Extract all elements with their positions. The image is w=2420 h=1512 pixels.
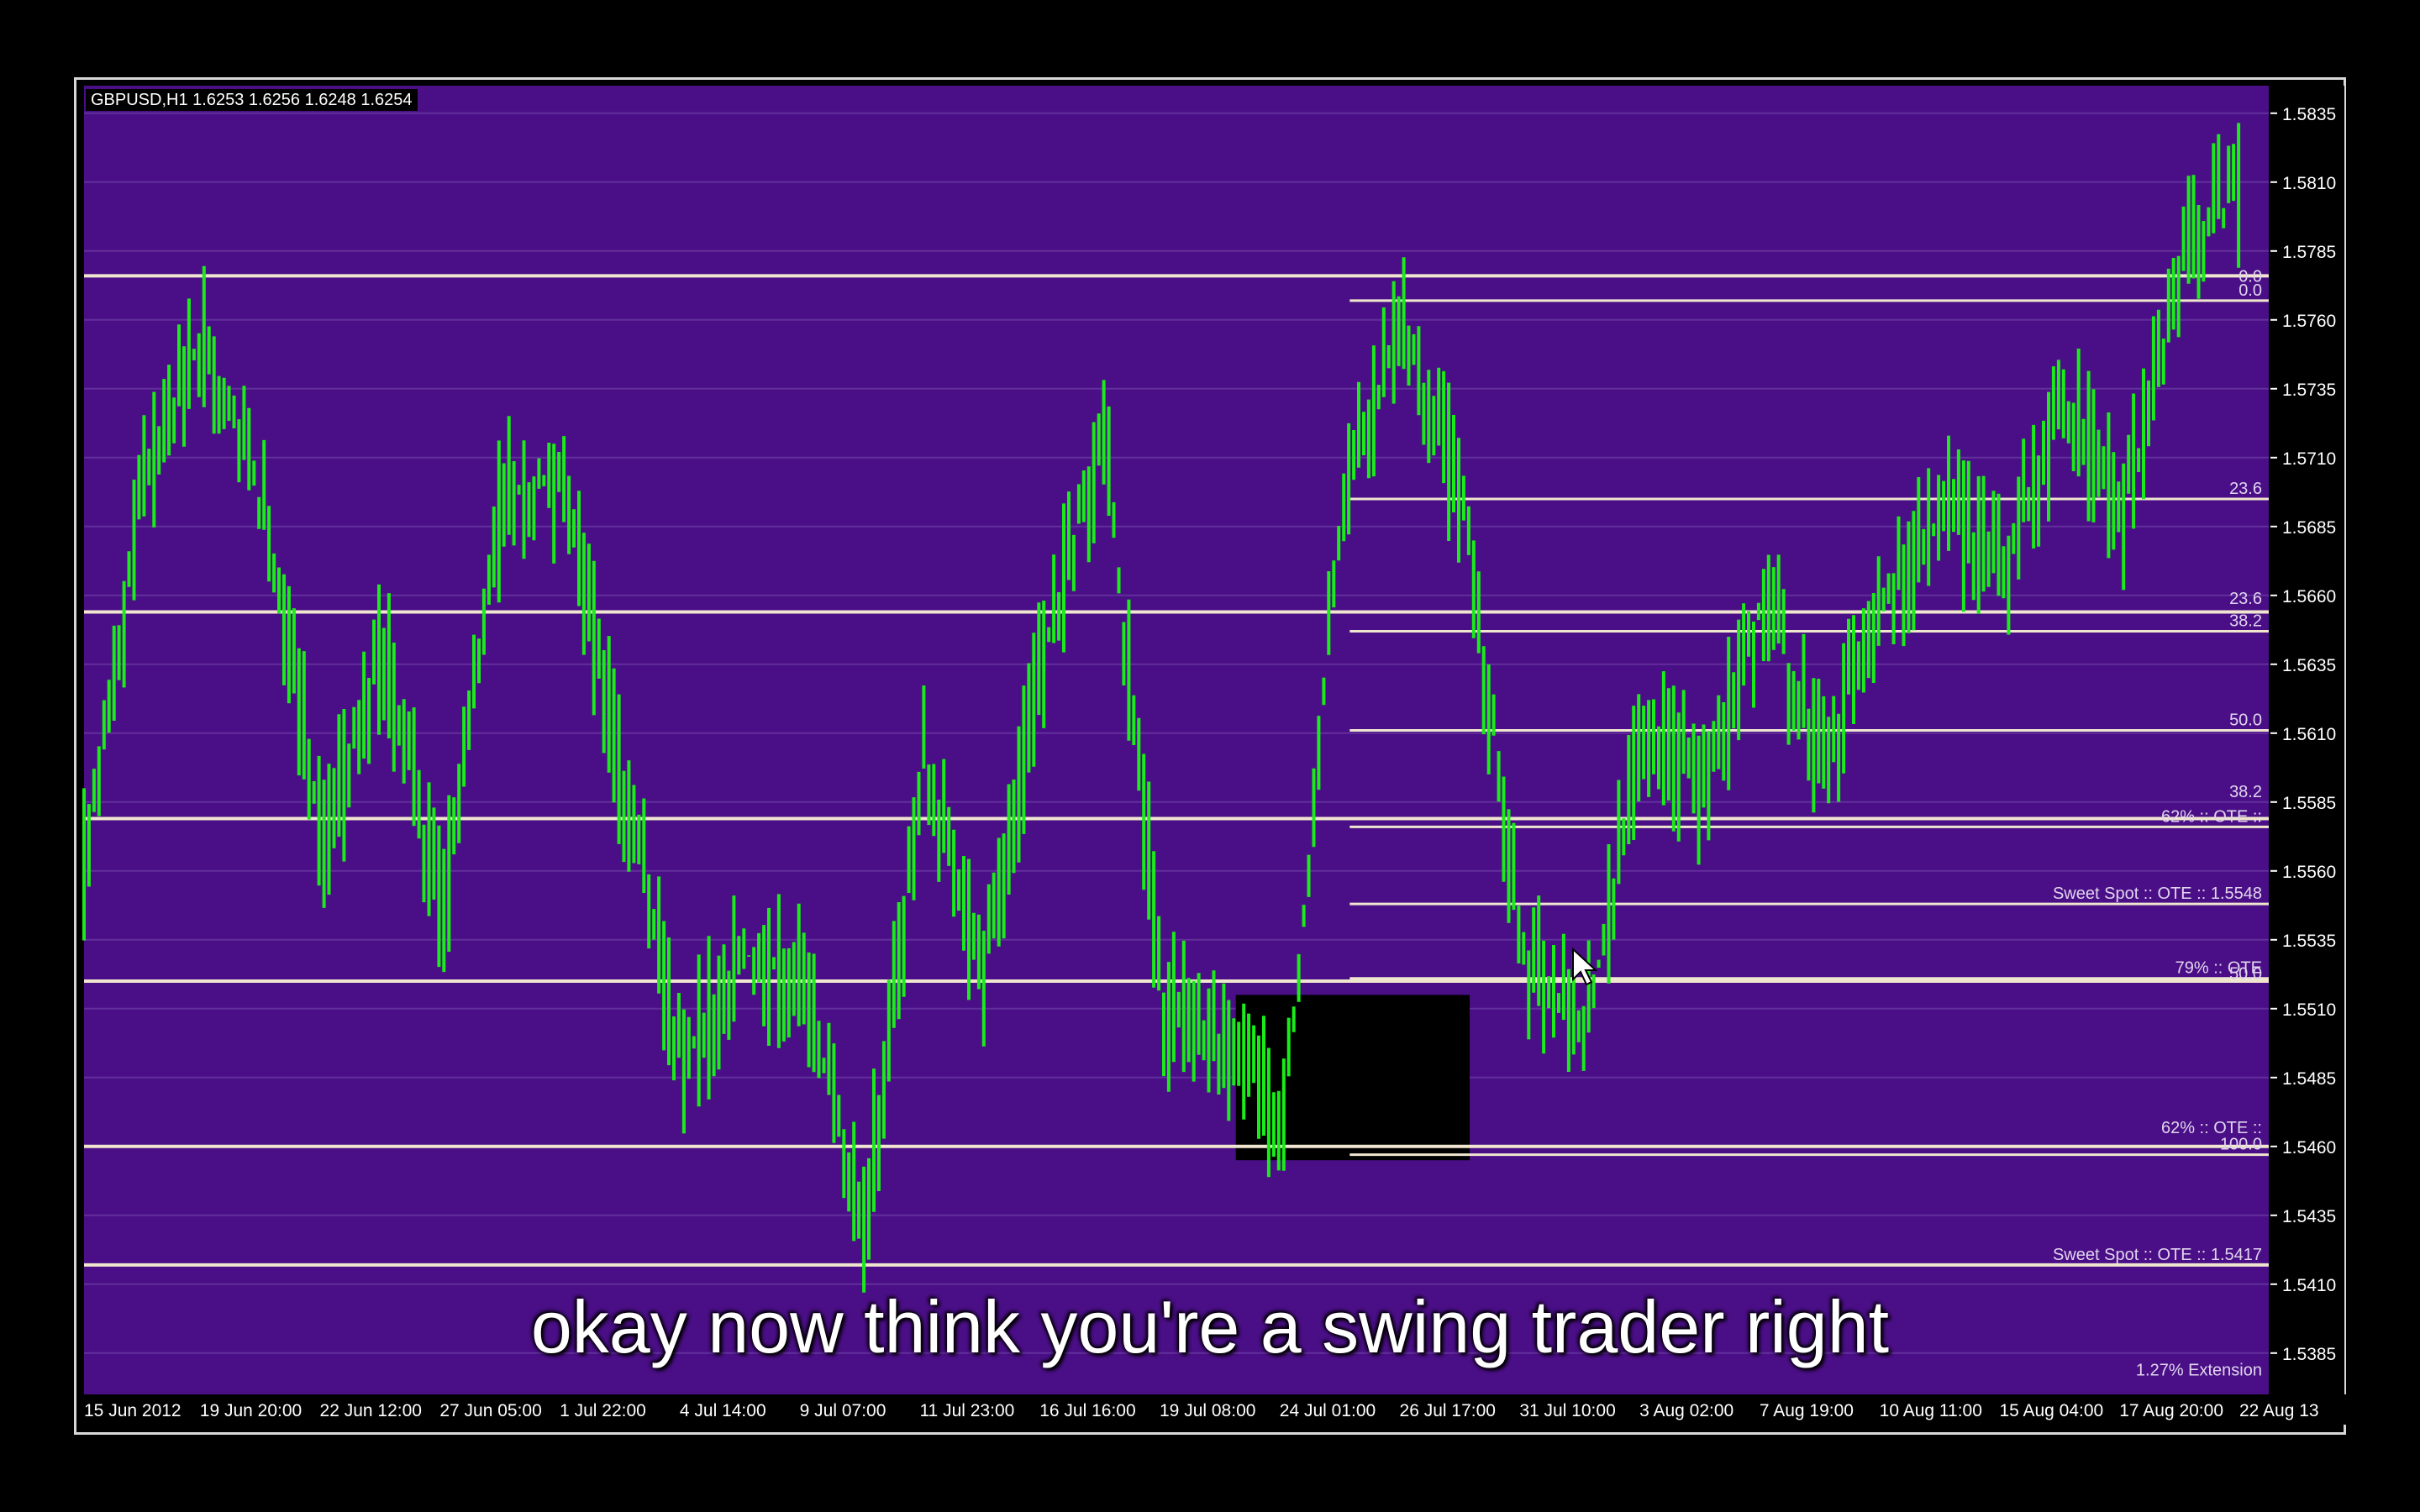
price-tick-label: 1.5385 — [2282, 1345, 2336, 1364]
time-tick-label: 22 Jun 12:00 — [320, 1401, 422, 1420]
price-axis — [2270, 86, 2344, 1394]
level-side-label: 38.2 — [2229, 783, 2262, 801]
fib-level-label: 79% :: OTE — [2175, 959, 2262, 978]
price-tick-label: 1.5785 — [2282, 243, 2336, 262]
time-tick-label: 26 Jul 17:00 — [1400, 1401, 1496, 1420]
level-side-label: 62% :: OTE :: — [2161, 1119, 2262, 1137]
fib-level-label: 38.2 — [2229, 612, 2262, 630]
level-side-label: 50.0 — [2229, 964, 2262, 983]
fib-level-label: 0.0 — [2238, 281, 2262, 300]
time-tick-label: 11 Jul 23:00 — [919, 1401, 1014, 1420]
mouse-cursor-icon — [1572, 947, 1598, 986]
time-tick-label: 31 Jul 10:00 — [1519, 1401, 1615, 1420]
time-tick-label: 22 Aug 13 — [2239, 1401, 2319, 1420]
price-tick-label: 1.5610 — [2282, 725, 2336, 744]
level-side-label: 23.6 — [2229, 590, 2262, 608]
price-tick-label: 1.5410 — [2282, 1276, 2336, 1295]
price-tick-label: 1.5710 — [2282, 449, 2336, 469]
time-tick-label: 24 Jul 01:00 — [1280, 1401, 1376, 1420]
price-tick-label: 1.5485 — [2282, 1069, 2336, 1089]
time-tick-label: 15 Jun 2012 — [84, 1401, 182, 1420]
time-tick-label: 1 Jul 22:00 — [560, 1401, 646, 1420]
level-side-label: 1.27% Extension — [2136, 1362, 2262, 1380]
price-tick-label: 1.5510 — [2282, 1000, 2336, 1020]
price-tick-label: 1.5660 — [2282, 587, 2336, 606]
time-tick-label: 27 Jun 05:00 — [439, 1401, 541, 1420]
symbol-header: GBPUSD,H1 1.6253 1.6256 1.6248 1.6254 — [86, 89, 418, 111]
time-tick-label: 9 Jul 07:00 — [800, 1401, 886, 1420]
price-tick-label: 1.5435 — [2282, 1207, 2336, 1226]
highlight-box — [1235, 995, 1470, 1161]
video-subtitle: okay now think you're a swing trader rig… — [530, 1285, 1890, 1368]
time-tick-label: 17 Aug 20:00 — [2119, 1401, 2223, 1420]
price-tick-label: 1.5810 — [2282, 174, 2336, 193]
time-tick-label: 16 Jul 16:00 — [1039, 1401, 1135, 1420]
price-tick-label: 1.5835 — [2282, 105, 2336, 124]
price-tick-label: 1.5535 — [2282, 932, 2336, 951]
time-tick-label: 4 Jul 14:00 — [680, 1401, 766, 1420]
time-tick-label: 3 Aug 02:00 — [1639, 1401, 1733, 1420]
time-tick-label: 19 Jun 20:00 — [200, 1401, 302, 1420]
price-tick-label: 1.5735 — [2282, 381, 2336, 400]
fib-level-label: 50.0 — [2229, 711, 2262, 730]
time-axis — [84, 1394, 2346, 1425]
price-tick-label: 1.5685 — [2282, 518, 2336, 538]
price-tick-label: 1.5460 — [2282, 1138, 2336, 1158]
plot-area — [84, 86, 2269, 1394]
price-tick-label: 1.5585 — [2282, 794, 2336, 813]
price-tick-label: 1.5560 — [2282, 863, 2336, 882]
time-tick-label: 7 Aug 19:00 — [1760, 1401, 1854, 1420]
fib-level-label: 23.6 — [2229, 480, 2262, 498]
time-tick-label: 15 Aug 04:00 — [1999, 1401, 2103, 1420]
level-side-label: Sweet Spot :: OTE :: 1.5417 — [2053, 1246, 2262, 1264]
price-tick-label: 1.5635 — [2282, 656, 2336, 675]
price-series — [82, 123, 2241, 1293]
time-tick-label: 10 Aug 11:00 — [1880, 1401, 1982, 1420]
time-tick-label: 19 Jul 08:00 — [1160, 1401, 1255, 1420]
level-side-label: 0.0 — [2238, 267, 2262, 286]
fib-level-label: Sweet Spot :: OTE :: 1.5548 — [2053, 885, 2262, 903]
fib-level-label: 100.0 — [2220, 1136, 2262, 1154]
price-tick-label: 1.5760 — [2282, 312, 2336, 331]
fib-level-label: 62% :: OTE :: — [2161, 807, 2262, 826]
